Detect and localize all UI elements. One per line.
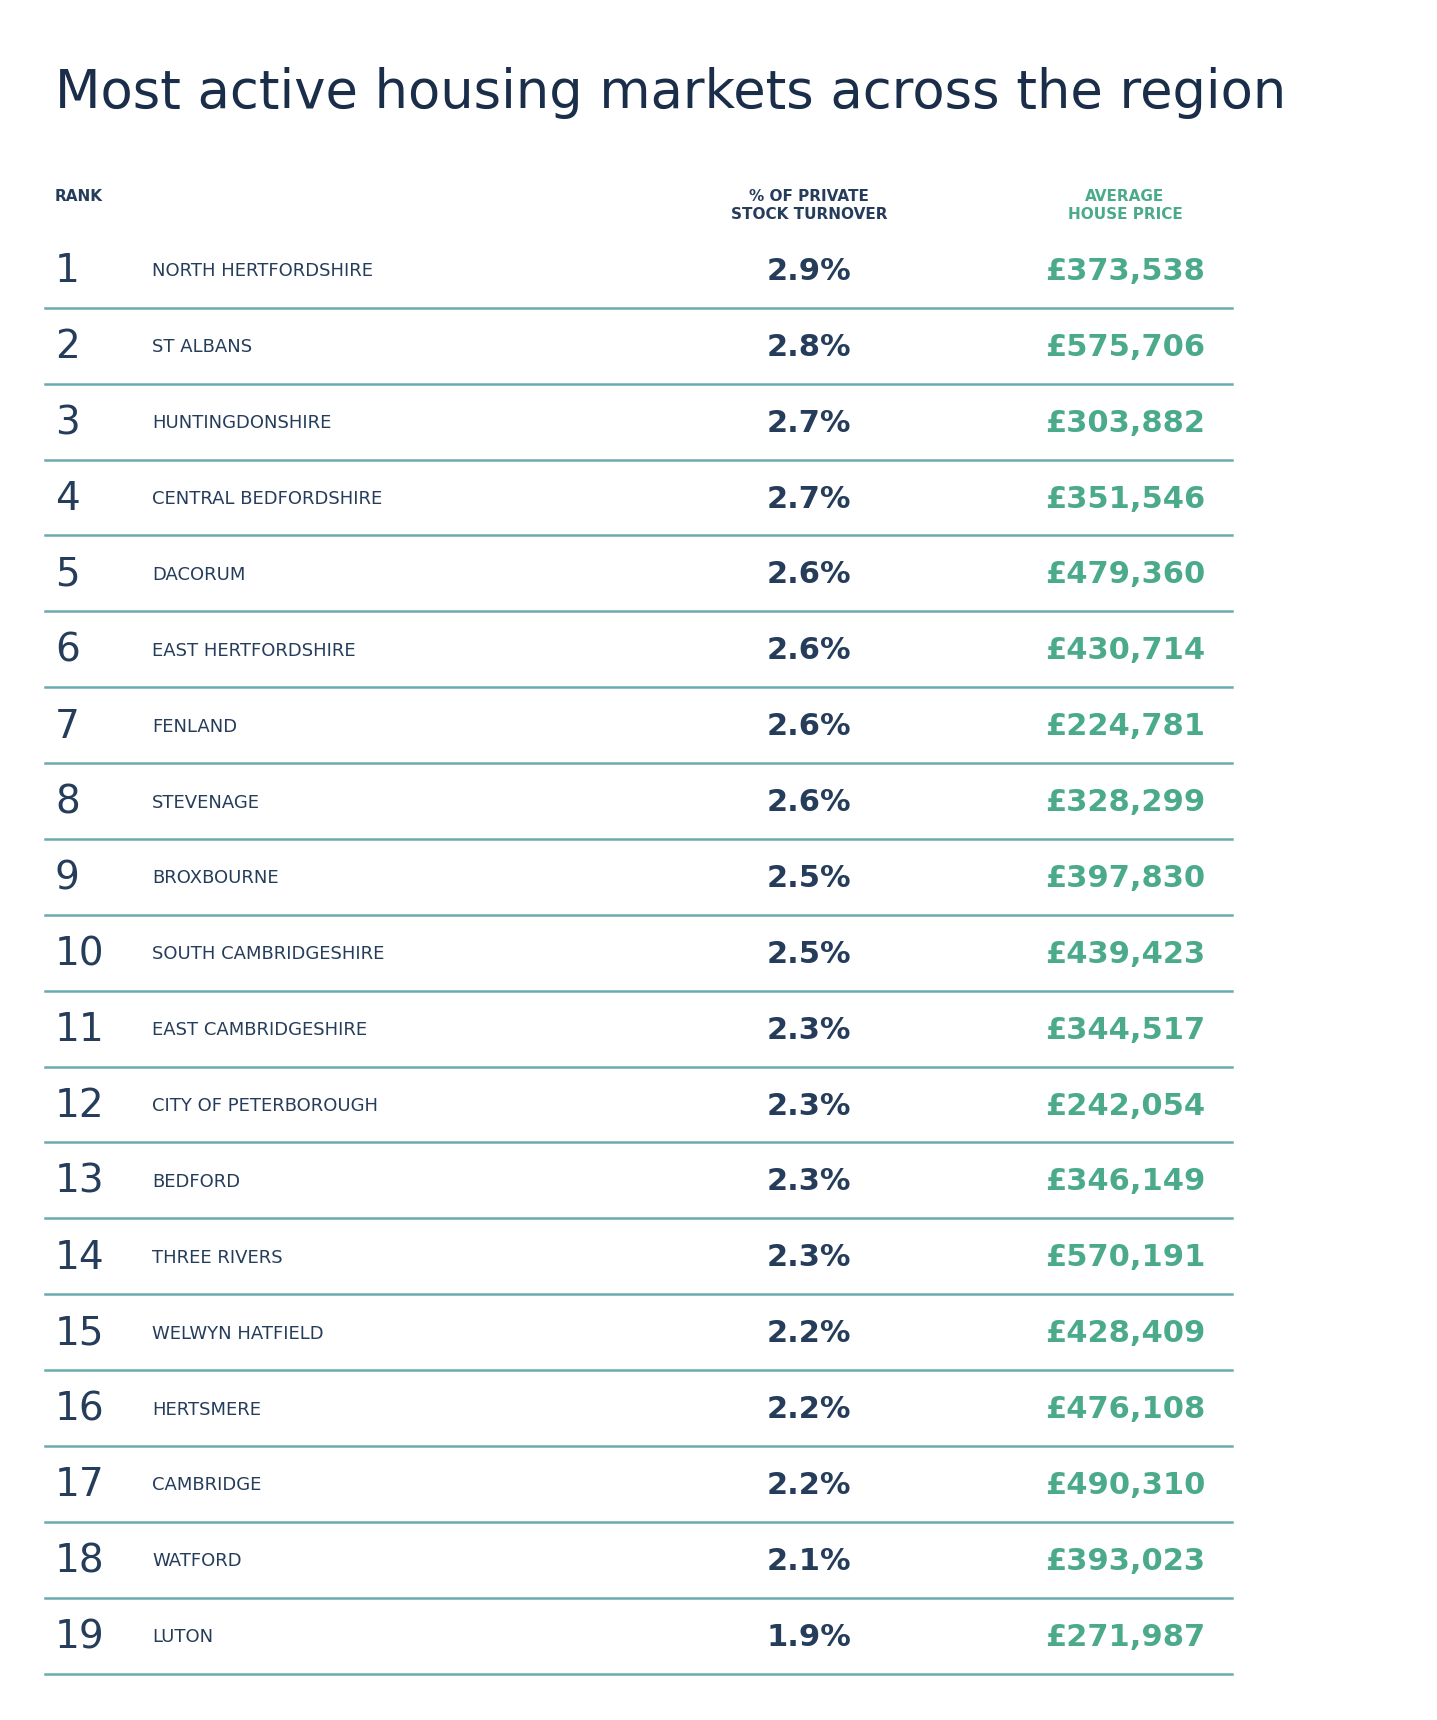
Text: 9: 9 (55, 860, 80, 898)
Text: BROXBOURNE: BROXBOURNE (152, 869, 279, 888)
Text: £439,423: £439,423 (1045, 939, 1206, 968)
Text: £393,023: £393,023 (1045, 1546, 1204, 1576)
Text: £373,538: £373,538 (1045, 256, 1204, 286)
Text: £570,191: £570,191 (1045, 1244, 1206, 1273)
Text: FENLAND: FENLAND (152, 717, 237, 736)
Text: ST ALBANS: ST ALBANS (152, 339, 253, 356)
Text: 16: 16 (55, 1390, 105, 1429)
Text: 5: 5 (55, 556, 79, 593)
Text: NORTH HERTFORDSHIRE: NORTH HERTFORDSHIRE (152, 263, 374, 280)
Text: £430,714: £430,714 (1045, 636, 1206, 666)
Text: CITY OF PETERBOROUGH: CITY OF PETERBOROUGH (152, 1097, 378, 1115)
Text: £351,546: £351,546 (1045, 485, 1206, 514)
Text: 2.8%: 2.8% (767, 332, 851, 361)
Text: 2.2%: 2.2% (767, 1319, 851, 1348)
Text: £428,409: £428,409 (1045, 1319, 1206, 1348)
Text: 2.3%: 2.3% (767, 1017, 851, 1044)
Text: 1: 1 (55, 253, 80, 291)
Text: £476,108: £476,108 (1045, 1395, 1206, 1424)
Text: 10: 10 (55, 936, 105, 974)
Text: 2.6%: 2.6% (767, 712, 851, 741)
Text: EAST CAMBRIDGESHIRE: EAST CAMBRIDGESHIRE (152, 1022, 368, 1039)
Text: 14: 14 (55, 1238, 105, 1276)
Text: 2.5%: 2.5% (767, 939, 851, 968)
Text: STEVENAGE: STEVENAGE (152, 793, 260, 812)
Text: 4: 4 (55, 480, 79, 518)
Text: 18: 18 (55, 1543, 105, 1581)
Text: EAST HERTFORDSHIRE: EAST HERTFORDSHIRE (152, 642, 356, 660)
Text: 2.7%: 2.7% (767, 485, 851, 514)
Text: 2: 2 (55, 329, 79, 366)
Text: 12: 12 (55, 1087, 105, 1125)
Text: £328,299: £328,299 (1045, 788, 1206, 817)
Text: £242,054: £242,054 (1045, 1092, 1206, 1120)
Text: 2.3%: 2.3% (767, 1244, 851, 1273)
Text: SOUTH CAMBRIDGESHIRE: SOUTH CAMBRIDGESHIRE (152, 946, 385, 963)
Text: 19: 19 (55, 1619, 105, 1656)
Text: BEDFORD: BEDFORD (152, 1173, 240, 1190)
Text: 2.3%: 2.3% (767, 1168, 851, 1197)
Text: WATFORD: WATFORD (152, 1553, 241, 1570)
Text: 2.6%: 2.6% (767, 788, 851, 817)
Text: RANK: RANK (55, 189, 103, 205)
Text: 11: 11 (55, 1011, 105, 1049)
Text: DACORUM: DACORUM (152, 566, 246, 583)
Text: 2.9%: 2.9% (767, 256, 852, 286)
Text: 7: 7 (55, 707, 80, 746)
Text: £479,360: £479,360 (1045, 561, 1206, 590)
Text: HUNTINGDONSHIRE: HUNTINGDONSHIRE (152, 415, 332, 432)
Text: THREE RIVERS: THREE RIVERS (152, 1249, 283, 1268)
Text: 6: 6 (55, 631, 80, 669)
Text: 2.1%: 2.1% (767, 1546, 851, 1576)
Text: 13: 13 (55, 1163, 105, 1201)
Text: 2.6%: 2.6% (767, 636, 851, 666)
Text: WELWYN HATFIELD: WELWYN HATFIELD (152, 1324, 323, 1343)
Text: £346,149: £346,149 (1045, 1168, 1206, 1197)
Text: 2.3%: 2.3% (767, 1092, 851, 1120)
Text: £575,706: £575,706 (1045, 332, 1206, 361)
Text: £490,310: £490,310 (1045, 1471, 1206, 1500)
Text: 2.2%: 2.2% (767, 1471, 851, 1500)
Text: £303,882: £303,882 (1045, 409, 1204, 437)
Text: £271,987: £271,987 (1045, 1622, 1206, 1651)
Text: HERTSMERE: HERTSMERE (152, 1400, 262, 1419)
Text: CENTRAL BEDFORDSHIRE: CENTRAL BEDFORDSHIRE (152, 490, 382, 507)
Text: 8: 8 (55, 784, 79, 822)
Text: 3: 3 (55, 404, 79, 442)
Text: 15: 15 (55, 1314, 105, 1352)
Text: £224,781: £224,781 (1045, 712, 1204, 741)
Text: 2.7%: 2.7% (767, 409, 851, 437)
Text: £344,517: £344,517 (1045, 1017, 1206, 1044)
Text: LUTON: LUTON (152, 1629, 213, 1646)
Text: AVERAGE
HOUSE PRICE: AVERAGE HOUSE PRICE (1068, 189, 1183, 222)
Text: £397,830: £397,830 (1045, 863, 1206, 893)
Text: 2.6%: 2.6% (767, 561, 851, 590)
Text: 1.9%: 1.9% (767, 1622, 852, 1651)
Text: Most active housing markets across the region: Most active housing markets across the r… (55, 67, 1286, 119)
Text: 2.2%: 2.2% (767, 1395, 851, 1424)
Text: 17: 17 (55, 1467, 105, 1505)
Text: CAMBRIDGE: CAMBRIDGE (152, 1476, 262, 1495)
Text: % OF PRIVATE
STOCK TURNOVER: % OF PRIVATE STOCK TURNOVER (731, 189, 887, 222)
Text: 2.5%: 2.5% (767, 863, 851, 893)
